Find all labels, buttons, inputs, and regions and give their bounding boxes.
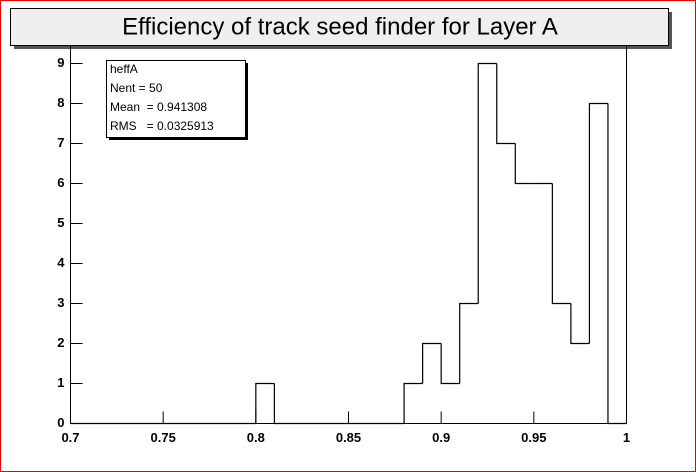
title-box: [10, 8, 669, 46]
histogram-bin: [255, 382, 275, 424]
x-tick-label: 0.7: [61, 430, 79, 445]
histogram-bin: [570, 303, 590, 345]
stats-box: [106, 60, 246, 138]
x-tick-label: 0.85: [336, 430, 361, 445]
y-tick-label: 7: [57, 135, 64, 150]
histogram-bin: [607, 103, 627, 425]
histogram-bin: [496, 63, 516, 145]
y-tick-label: 1: [57, 375, 64, 390]
histogram-bin: [273, 383, 293, 425]
stats-line: Nent = 50: [110, 81, 163, 95]
y-tick-label: 3: [57, 295, 64, 310]
y-tick-label: 2: [57, 335, 64, 350]
y-tick-label: 9: [57, 55, 64, 70]
x-tick-label: 0.8: [247, 430, 265, 445]
y-tick-label: 0: [57, 415, 64, 430]
histogram-bin: [551, 183, 571, 305]
chart-title: Efficiency of track seed finder for Laye…: [122, 13, 558, 40]
x-tick-label: 1: [623, 430, 630, 445]
y-tick-label: 5: [57, 215, 64, 230]
histogram-bin: [477, 62, 497, 304]
stats-line: heffA: [110, 62, 138, 76]
x-tick-label: 0.75: [151, 430, 176, 445]
y-tick-label: 6: [57, 175, 64, 190]
histogram-bin: [422, 342, 442, 384]
histogram-bin: [440, 343, 460, 385]
y-tick-label: 4: [57, 255, 65, 270]
histogram-bin: [403, 382, 423, 424]
histogram-bin: [588, 102, 608, 344]
stats-line: Mean = 0.941308: [110, 100, 207, 114]
x-tick-label: 0.95: [521, 430, 546, 445]
x-tick-label: 0.9: [432, 430, 450, 445]
histogram-bin: [514, 143, 534, 185]
histogram-bin: [459, 302, 479, 384]
stats-line: RMS = 0.0325913: [110, 119, 214, 133]
y-tick-label: 8: [57, 95, 64, 110]
